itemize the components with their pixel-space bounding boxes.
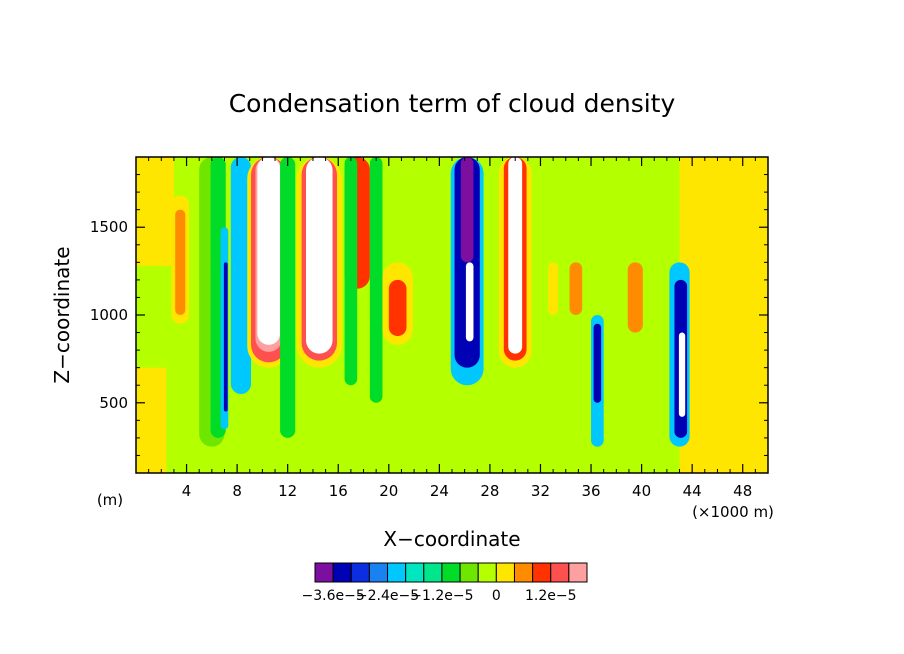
y-tick-label: 500 [99,394,128,412]
field-cell-34 [627,262,643,333]
chart-title: Condensation term of cloud density [229,89,676,118]
y-tick-label: 1000 [90,306,128,324]
x-axis: 4 8 12 16 20 24 28 32 36 40 44 48 [148,157,756,500]
colorbar-swatch [441,562,461,583]
field-cell-4 [175,209,186,315]
y-axis: 500 1000 1500 [90,174,768,456]
x-tick-label: 28 [480,482,499,500]
x-tick-label: 12 [278,482,297,500]
field-cell-20 [369,157,383,403]
field-cell-13 [257,157,281,345]
x-unit-left: (m) [97,491,123,509]
colorbar-label: −1.2e−5 [410,588,473,604]
field-cell-14 [280,157,296,438]
colorbar-label: 1.2e−5 [525,588,577,604]
field-cell-30 [569,262,583,315]
colorbar-swatch [495,562,515,583]
colorbar-swatch [332,562,352,583]
field-cell-2 [679,157,768,473]
y-axis-label: Z−coordinate [50,246,74,383]
x-tick-label: 44 [683,482,702,500]
field-cell-9 [230,157,252,394]
field-cell-37 [678,332,686,417]
field-cell-29 [508,157,523,354]
colorbar-swatch [368,562,389,583]
field-cell-0 [136,157,174,266]
field-cell-25 [460,157,474,263]
colorbar-swatch [550,562,570,583]
x-tick-label: 20 [379,482,398,500]
colorbar-swatch [513,562,534,583]
heatmap-plot-area [136,157,768,473]
colorbar-labels: −3.6e−5−2.4e−5−1.2e−5 0 1.2e−5 [302,588,577,604]
field-cell-31 [548,262,559,315]
x-tick-label: 36 [581,482,600,500]
colorbar-swatch [423,562,443,583]
x-tick-label: 32 [531,482,550,500]
colorbar-swatch [387,562,407,583]
colorbar-swatch [459,562,479,583]
x-tick-label: 16 [329,482,348,500]
x-tick-label: 48 [733,482,752,500]
colorbar-label: −2.4e−5 [356,588,419,604]
colorbar-swatch [477,562,497,583]
field-cell-17 [306,157,333,354]
colorbar-label: −3.6e−5 [302,588,365,604]
field-cell-1 [136,367,167,473]
colorbar-swatch [568,562,588,583]
colorbar-label: 0 [492,588,501,604]
x-tick-label: 4 [182,482,192,500]
y-tick-label: 1500 [90,218,128,236]
x-tick-label: 40 [632,482,651,500]
colorbar-swatch [314,562,334,583]
x-tick-label: 24 [430,482,449,500]
colorbar-swatch [350,562,370,583]
x-unit-right: (×1000 m) [692,503,774,521]
field-cell-19 [344,157,358,386]
colorbar [314,562,588,583]
x-axis-label: X−coordinate [383,527,520,551]
x-tick-label: 8 [232,482,242,500]
field-cell-22 [388,279,407,337]
colorbar-swatch [532,562,552,583]
field-cell-33 [593,323,602,403]
field-cell-26 [465,262,474,342]
field-cell-8 [223,262,228,412]
colorbar-swatch [405,562,425,583]
